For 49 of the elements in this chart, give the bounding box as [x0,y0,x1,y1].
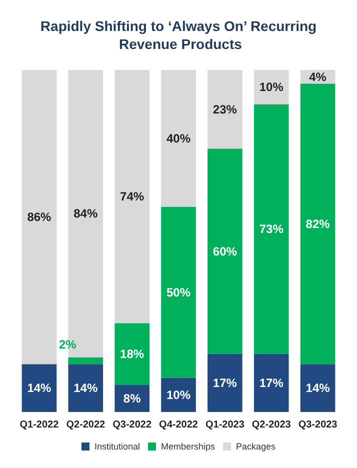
data-label: 4% [309,70,327,84]
bar [254,70,289,104]
data-label: 17% [212,376,238,390]
data-label: 82% [306,216,330,231]
bar [254,354,289,412]
bar [68,364,104,412]
bar [114,323,150,385]
x-tick-label: Q2-2022 [66,420,106,430]
x-tick-label: Q1-2023 [205,420,245,430]
data-label: 23% [212,102,238,116]
bar [161,206,196,378]
bar [208,354,242,412]
data-label: 18% [120,346,144,361]
bar [208,148,242,354]
data-label: 50% [166,285,191,300]
bar [208,70,242,149]
data-label: 17% [259,376,284,390]
data-label: 73% [259,222,284,236]
x-tick-label: Q4-2022 [159,420,198,430]
bar [161,70,196,207]
data-label: 74% [120,190,144,204]
chart-title: Rapidly Shifting to ‘Always On’ Recurring Revenue Products [40,18,317,52]
bar [300,364,336,412]
data-label: 10% [259,80,284,94]
legend-label: Memberships [160,442,216,452]
bar [114,384,150,412]
bar [161,378,196,412]
bar [254,104,289,354]
data-label: 10% [166,388,191,402]
data-label: 14% [74,381,98,396]
data-label: 8% [123,391,142,406]
x-tick-label: Q3-2022 [112,420,152,430]
bar [68,357,104,364]
bar [22,70,57,364]
x-tick-label: Q2-2023 [252,420,292,430]
data-label: 14% [306,381,330,396]
data-label: 60% [212,244,238,258]
data-label: 86% [27,210,52,224]
data-label: 84% [74,206,98,221]
legend-label: Packages [236,442,276,452]
x-tick-label: Q1-2022 [20,420,60,430]
data-label: 40% [166,131,191,146]
legend-label: Institutional [94,442,140,452]
bar [114,70,150,324]
data-label: 2% [58,337,77,352]
bar [22,364,57,412]
data-label: 14% [27,381,52,396]
x-tick-label: Q3-2023 [298,420,338,430]
bar [300,84,336,364]
